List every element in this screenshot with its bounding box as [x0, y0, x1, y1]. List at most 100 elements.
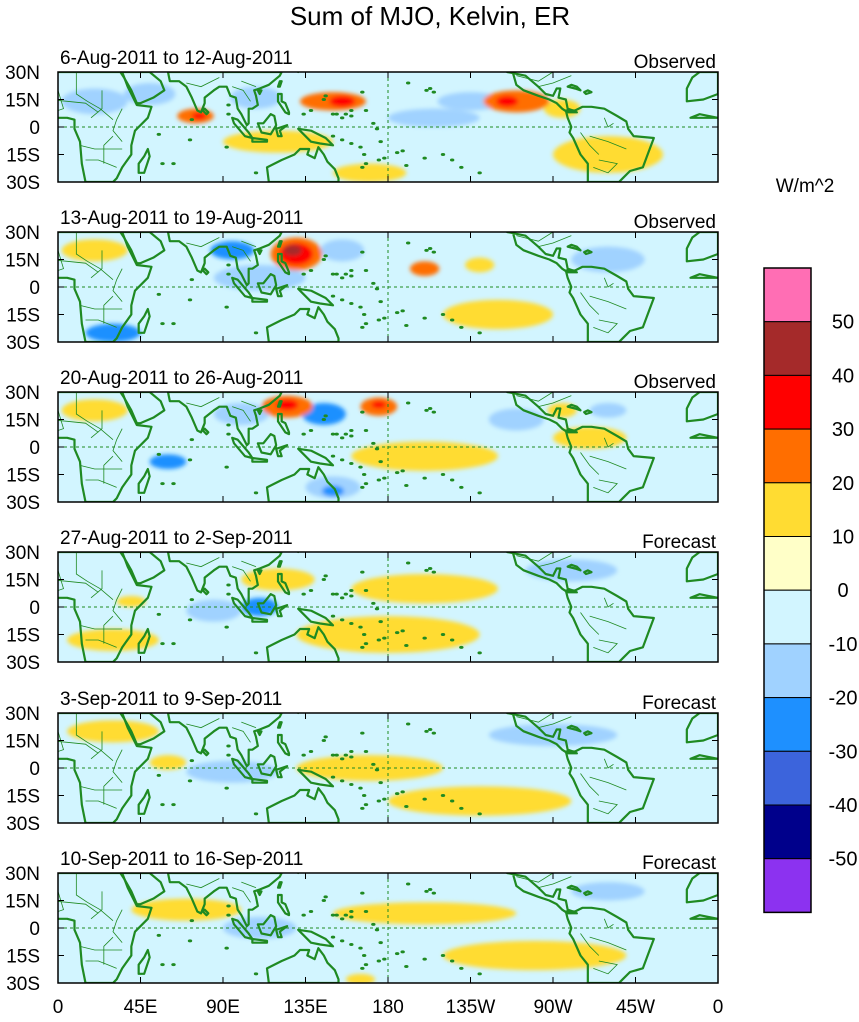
- coastline: [256, 730, 263, 737]
- coastline: [685, 392, 718, 423]
- coastline: [166, 232, 283, 287]
- coastline: [276, 240, 283, 248]
- colorbar-label: -30: [829, 741, 858, 763]
- coastline: [256, 89, 263, 96]
- island: [371, 601, 376, 605]
- coastline: [58, 552, 153, 662]
- panel-status-label: Observed: [634, 212, 716, 233]
- latitude-label: 0: [29, 438, 40, 459]
- island: [187, 298, 193, 302]
- island: [459, 485, 464, 489]
- island: [363, 109, 369, 112]
- island: [349, 910, 354, 913]
- coastline: [166, 873, 283, 928]
- colorbar-swatch: [763, 267, 812, 323]
- latitude-label: 0: [29, 118, 40, 139]
- anomaly-contour: [186, 760, 278, 783]
- island: [405, 241, 411, 245]
- anomaly-contour: [149, 755, 187, 770]
- anomaly-contour: [296, 755, 443, 781]
- anomaly-contour: [333, 902, 517, 925]
- island: [449, 478, 455, 482]
- coastline: [58, 72, 153, 182]
- island: [226, 423, 231, 427]
- island: [400, 469, 405, 473]
- coastline: [583, 730, 593, 737]
- country-border: [580, 773, 600, 796]
- coastline: [256, 890, 263, 897]
- latitude-label: 15S: [6, 947, 40, 968]
- island: [301, 592, 306, 596]
- coastline: [564, 906, 655, 983]
- island: [334, 913, 339, 917]
- anomaly-contour: [61, 399, 128, 422]
- island: [323, 574, 328, 578]
- island: [427, 407, 433, 410]
- coastline: [297, 928, 335, 948]
- country-border: [85, 159, 117, 168]
- island: [371, 922, 376, 926]
- island: [360, 645, 365, 649]
- country-border: [85, 319, 117, 328]
- coastline: [166, 392, 283, 447]
- coastline: [564, 105, 655, 182]
- coastline: [564, 425, 655, 502]
- country-border: [90, 891, 103, 920]
- country-border: [58, 891, 64, 912]
- country-border: [241, 721, 257, 729]
- latitude-label: 15S: [6, 306, 40, 327]
- island: [371, 121, 376, 125]
- island: [400, 149, 405, 153]
- colorbar-swatch: [763, 804, 812, 860]
- island: [477, 651, 482, 655]
- anomaly-contour: [149, 454, 187, 469]
- island: [431, 731, 437, 735]
- coastline: [201, 748, 210, 757]
- country-border: [589, 776, 627, 791]
- island: [376, 799, 382, 803]
- island: [321, 258, 327, 261]
- country-border: [580, 452, 600, 475]
- island: [449, 959, 455, 963]
- colorbar-swatch: [763, 589, 812, 645]
- coastline: [251, 456, 269, 463]
- island: [301, 432, 306, 436]
- coastline: [137, 788, 151, 815]
- island: [349, 114, 354, 118]
- island: [349, 274, 354, 278]
- island: [374, 768, 380, 772]
- coastline: [137, 147, 151, 174]
- island: [187, 458, 193, 462]
- island: [382, 636, 387, 640]
- island: [459, 645, 464, 649]
- island: [477, 491, 482, 495]
- island: [301, 112, 306, 116]
- latitude-label: 0: [29, 919, 40, 940]
- island: [376, 959, 382, 963]
- island: [374, 447, 380, 451]
- anomaly-contour: [191, 112, 207, 120]
- anomaly-contour: [388, 108, 480, 128]
- country-border: [538, 716, 572, 729]
- island: [422, 957, 427, 961]
- coastline: [685, 72, 718, 103]
- colorbar-label: 0: [837, 580, 848, 602]
- panel-status-label: Observed: [634, 372, 716, 393]
- island: [323, 94, 328, 98]
- coastline: [276, 721, 283, 729]
- coastline: [297, 607, 335, 627]
- island: [361, 954, 367, 957]
- country-border: [112, 909, 123, 943]
- island: [323, 414, 328, 418]
- country-border: [58, 410, 64, 431]
- coastline: [137, 948, 151, 975]
- country-border: [516, 552, 554, 562]
- island: [226, 432, 231, 436]
- latitude-label: 30N: [5, 383, 40, 404]
- longitude-label: 180: [372, 997, 404, 1018]
- anomaly-contour: [301, 403, 346, 425]
- island: [440, 633, 446, 636]
- country-border: [186, 77, 220, 88]
- island: [226, 913, 231, 917]
- panel-date-range: 13-Aug-2011 to 19-Aug-2011: [60, 208, 303, 229]
